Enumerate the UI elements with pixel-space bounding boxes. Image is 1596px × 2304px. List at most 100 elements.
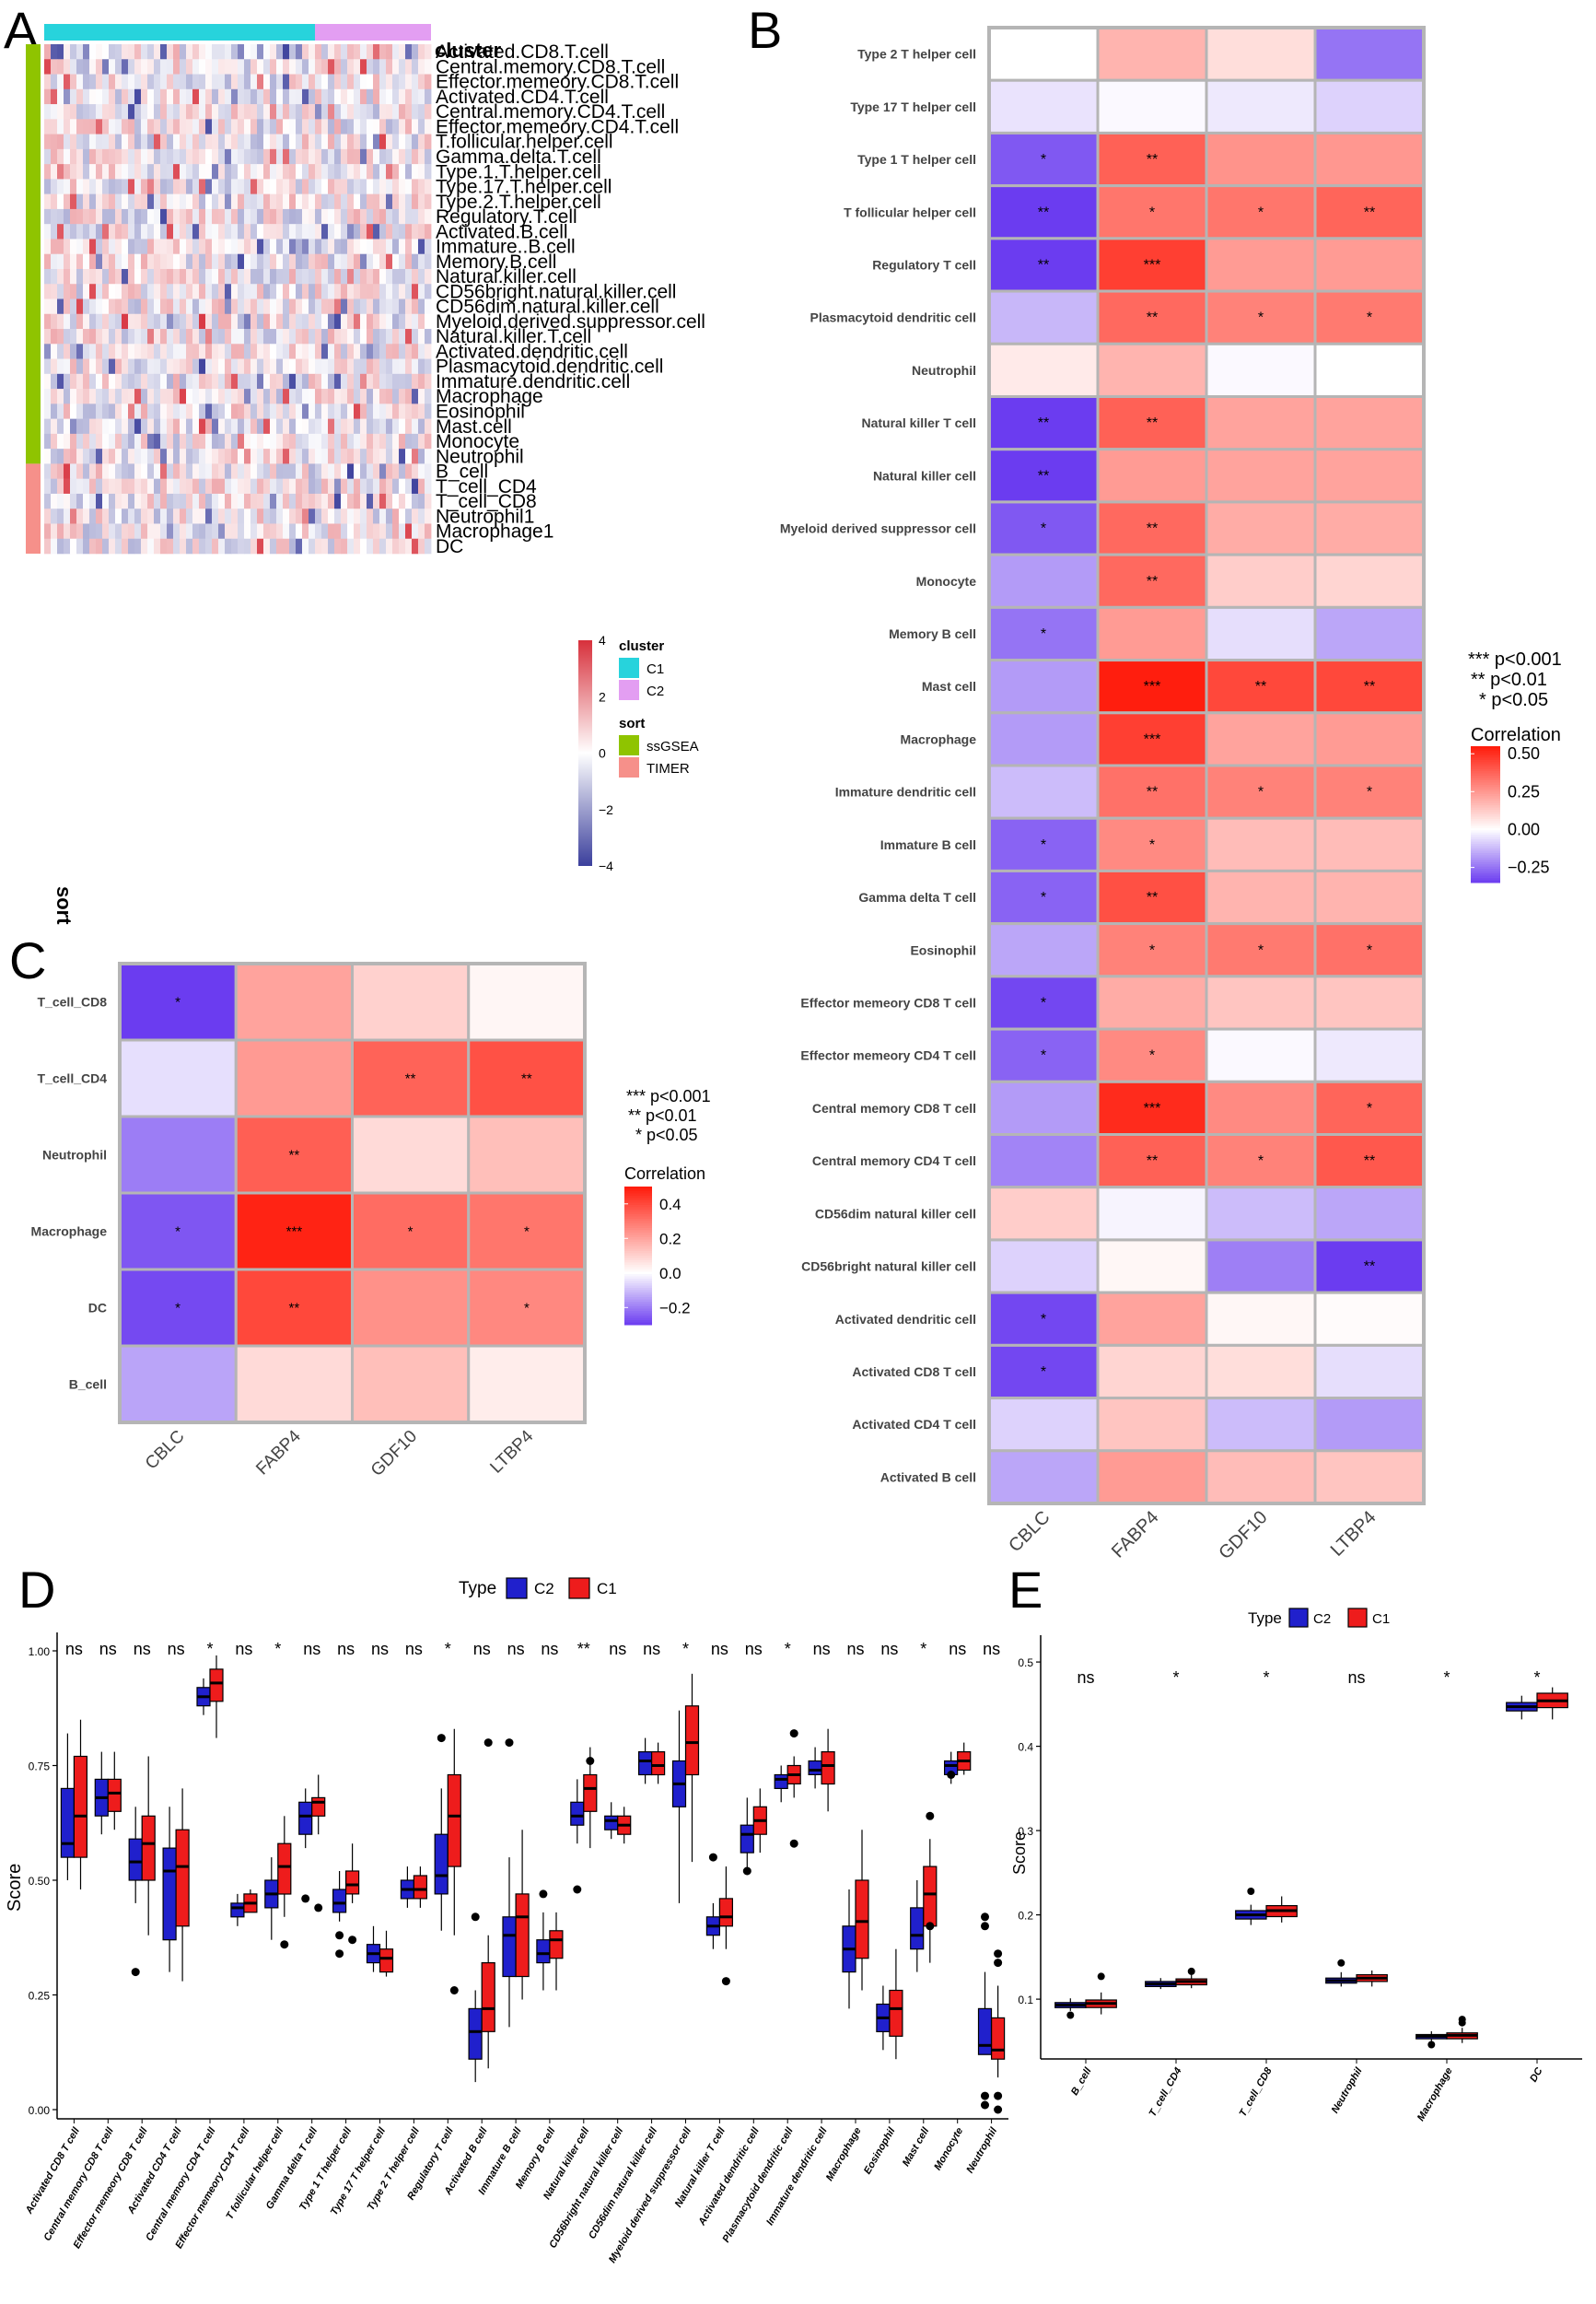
expression-cell: [354, 418, 361, 435]
expression-cell: [115, 418, 122, 435]
expression-cell: [96, 433, 103, 450]
significance-mast-cell: *: [920, 1640, 926, 1658]
expression-cell: [96, 74, 103, 90]
expression-cell: [83, 538, 90, 555]
expression-cell: [141, 298, 148, 315]
expression-cell: [109, 148, 116, 165]
expression-cell: [425, 418, 432, 435]
expression-cell: [244, 433, 251, 450]
cluster-annotation-title: cluster: [435, 39, 502, 62]
expression-cell: [321, 179, 329, 194]
expression-cell: [225, 449, 232, 464]
expression-cell: [231, 59, 239, 75]
outlier-point-c2: [335, 1931, 344, 1940]
expression-cell: [89, 208, 97, 225]
expression-cell: [405, 403, 413, 419]
expression-cell: [276, 329, 284, 345]
corr-cell-type-17-t-helper-cell-ltbp4: [1313, 78, 1426, 134]
expression-cell: [373, 418, 380, 435]
expression-cell: [250, 268, 258, 285]
expression-cell: [360, 509, 367, 524]
expression-cell: [302, 344, 309, 359]
expression-cell: [257, 119, 264, 134]
expression-cell: [328, 538, 335, 555]
expression-cell: [57, 523, 64, 540]
expression-cell: [180, 449, 187, 464]
expression-cell: [154, 538, 161, 555]
expression-cell: [160, 104, 168, 120]
expression-cell: [173, 358, 181, 375]
expression-cell: [76, 523, 84, 540]
expression-cell: [289, 193, 297, 210]
row-label-monocyte: Monocyte: [916, 574, 977, 589]
expression-cell: [283, 44, 290, 60]
corr-cell-neutrophil-ltbp4: [1313, 342, 1426, 399]
expression-cell: [328, 119, 335, 134]
expression-cell: [373, 329, 380, 345]
expression-cell: [373, 44, 380, 60]
expression-cell: [102, 329, 110, 345]
corr-cell-monocyte-cblc: [987, 553, 1100, 609]
expression-cell: [44, 284, 52, 299]
expression-cell: [418, 329, 425, 345]
expression-cell: [70, 418, 77, 435]
expression-cell: [412, 538, 419, 555]
expression-cell: [160, 208, 168, 225]
row-label-neutrophil1: Neutrophil1: [436, 506, 534, 527]
expression-cell: [225, 208, 232, 225]
expression-cell: [76, 284, 84, 299]
expression-cell: [51, 403, 58, 419]
expression-cell: [205, 478, 213, 495]
expression-cell: [167, 313, 174, 330]
expression-cell: [392, 389, 400, 404]
expression-cell: [283, 74, 290, 90]
corr-cell-cd56bright-natural-killer-cell-cblc: [987, 1238, 1100, 1294]
expression-cell: [360, 74, 367, 90]
expression-cell: [167, 538, 174, 555]
expression-cell: [270, 148, 277, 165]
expression-cell: [205, 74, 213, 90]
expression-cell: [283, 449, 290, 464]
expression-cell: [218, 268, 226, 285]
expression-cell: [192, 224, 200, 240]
expression-cell: [238, 298, 245, 315]
colorbar-segment: [624, 1271, 652, 1275]
expression-cell: [309, 284, 316, 299]
expression-cell: [96, 313, 103, 330]
expression-cell: [212, 313, 219, 330]
expression-cell: [283, 208, 290, 225]
expression-cell: [231, 493, 239, 509]
expression-cell: [115, 538, 122, 555]
colorbar-segment: [1471, 818, 1500, 822]
expression-cell: [347, 389, 355, 404]
significance-mark: *: [1367, 785, 1372, 801]
expression-cell: [96, 403, 103, 419]
colorbar-segment: [624, 1274, 652, 1277]
expression-cell: [309, 239, 316, 254]
expression-cell: [321, 224, 329, 240]
expression-cell: [199, 104, 206, 120]
expression-cell: [354, 148, 361, 165]
box-c2-activated-cd4-t-cell: [162, 1847, 177, 1941]
expression-cell: [302, 44, 309, 60]
expression-cell: [367, 358, 374, 375]
expression-cell: [373, 449, 380, 464]
expression-cell: [302, 373, 309, 390]
expression-cell: [328, 344, 335, 359]
corr-cell-t-follicular-helper-cell-gdf10: [1205, 184, 1317, 240]
significance-cd56dim-natural-killer-cell: ns: [643, 1640, 660, 1658]
expression-cell: [425, 193, 432, 210]
expression-cell: [334, 284, 342, 299]
expression-cell: [225, 313, 232, 330]
expression-colorbar: [578, 640, 592, 866]
colorbar-segment: [1471, 835, 1500, 838]
expression-cell: [315, 253, 322, 270]
expression-cell: [270, 104, 277, 120]
expression-cell: [212, 389, 219, 404]
significance-activated-cd4-t-cell: ns: [168, 1640, 185, 1658]
expression-cell: [89, 344, 97, 359]
expression-cell: [405, 104, 413, 120]
expression-cell: [341, 509, 348, 524]
expression-cell: [147, 119, 155, 134]
expression-cell: [347, 179, 355, 194]
